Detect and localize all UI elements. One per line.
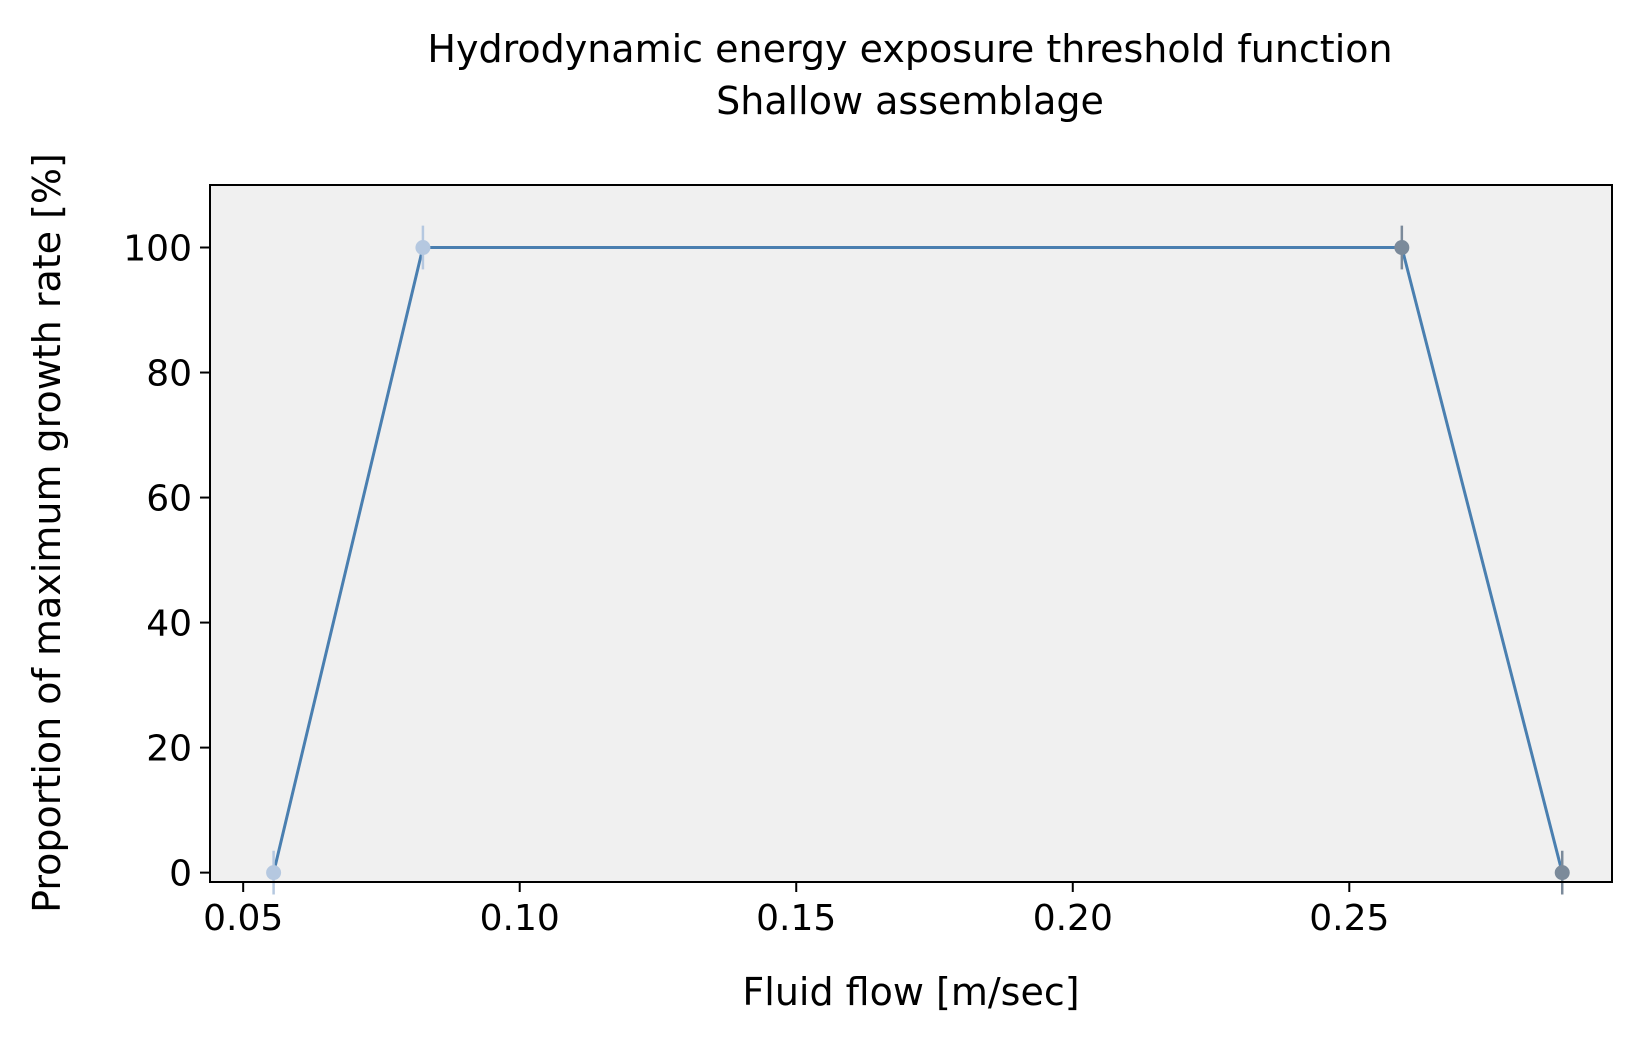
x-axis-ticks: 0.05 0.10 0.15 0.20 0.25 — [203, 882, 1389, 939]
data-series — [266, 225, 1570, 895]
data-point — [1394, 240, 1410, 256]
x-tick-label: 0.25 — [1309, 898, 1389, 939]
y-tick-label: 80 — [146, 354, 192, 395]
chart-subtitle: Shallow assemblage — [716, 79, 1104, 123]
plot-area — [210, 185, 1612, 882]
series-line — [272, 246, 1564, 873]
data-point — [266, 865, 282, 881]
data-point — [415, 240, 431, 256]
x-tick-label: 0.20 — [1033, 898, 1113, 939]
y-tick-label: 20 — [146, 729, 192, 770]
y-tick-label: 100 — [123, 229, 192, 270]
y-tick-label: 0 — [169, 854, 192, 895]
data-point — [1554, 865, 1570, 881]
x-tick-label: 0.05 — [203, 898, 283, 939]
y-axis-ticks: 0 20 40 60 80 100 — [123, 229, 210, 895]
x-tick-label: 0.10 — [480, 898, 560, 939]
y-tick-label: 60 — [146, 479, 192, 520]
y-axis-label: Proportion of maximum growth rate [%] — [25, 153, 69, 913]
x-tick-label: 0.15 — [756, 898, 836, 939]
x-axis-label: Fluid flow [m/sec] — [742, 970, 1079, 1014]
y-tick-label: 40 — [146, 604, 192, 645]
plot-frame — [209, 184, 1613, 883]
chart-title: Hydrodynamic energy exposure threshold f… — [427, 27, 1392, 71]
